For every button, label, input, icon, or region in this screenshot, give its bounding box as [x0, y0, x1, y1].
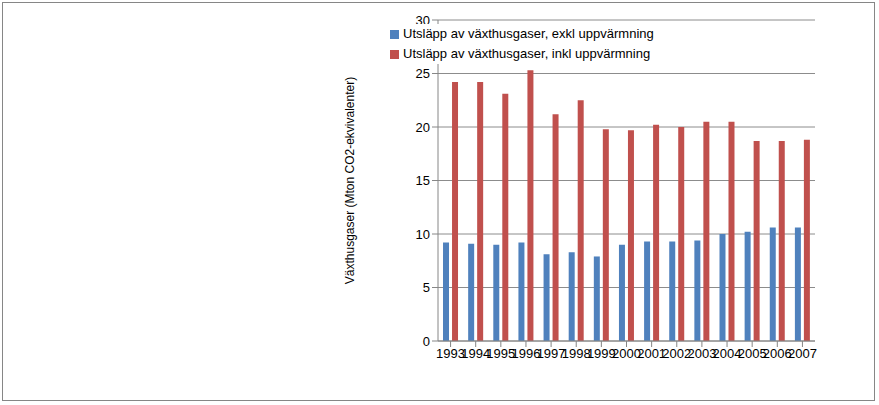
html-text:Utsläpp av växthusgaser, inkl: Utsläpp av växthusgaser, inkl uppvärmnin… [403, 46, 651, 61]
svg-text:20: 20 [416, 120, 430, 135]
svg-text:15: 15 [416, 173, 430, 188]
svg-text:2002: 2002 [662, 346, 692, 362]
svg-text:2003: 2003 [687, 346, 717, 362]
svg-text:10: 10 [416, 227, 430, 242]
svg-text:1997: 1997 [536, 346, 566, 362]
svg-text:Växthusgaser (Mton CO2-ekvival: Växthusgaser (Mton CO2-ekvivalenter) [343, 77, 357, 284]
svg-text:1996: 1996 [511, 346, 541, 362]
svg-text:1999: 1999 [586, 346, 616, 362]
svg-text:2004: 2004 [712, 346, 742, 362]
svg-text:2000: 2000 [612, 346, 641, 362]
svg-text:1995: 1995 [486, 346, 516, 362]
svg-text:30: 30 [416, 13, 430, 28]
svg-text:2006: 2006 [762, 346, 792, 362]
svg-text:2007: 2007 [788, 346, 817, 361]
svg-text:1993: 1993 [436, 346, 465, 362]
svg-text:2005: 2005 [737, 346, 767, 362]
svg-text:1998: 1998 [561, 346, 591, 362]
svg-text:5: 5 [423, 280, 430, 295]
svg-text:0: 0 [423, 334, 430, 349]
svg-text:25: 25 [416, 66, 430, 81]
svg-text:2001: 2001 [637, 346, 667, 362]
svg-text:1994: 1994 [461, 346, 491, 362]
html-text:Utsläpp av växthusgaser, exkl: Utsläpp av växthusgaser, exkl uppvärmnin… [403, 26, 654, 41]
